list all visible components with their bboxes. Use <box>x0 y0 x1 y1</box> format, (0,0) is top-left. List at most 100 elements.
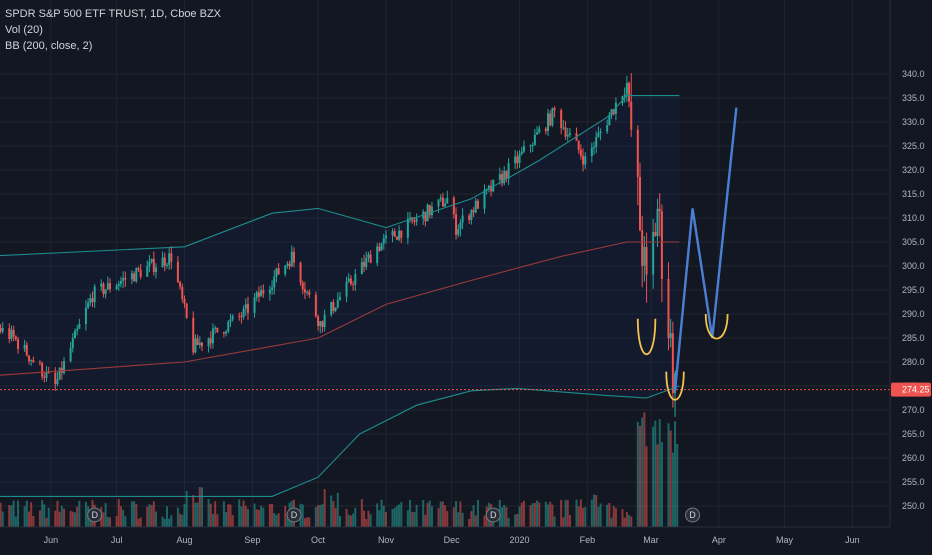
candle-body <box>183 298 186 304</box>
volume-bar <box>671 452 674 527</box>
volume-bar <box>514 514 517 527</box>
candle-body <box>84 307 87 325</box>
candle-body <box>369 254 372 264</box>
candle-body <box>135 268 138 282</box>
volume-bar <box>119 506 122 527</box>
price-axis-tick: 280.0 <box>902 357 925 367</box>
volume-bar <box>231 515 234 527</box>
candle-body <box>216 327 219 333</box>
candle-body <box>483 189 486 209</box>
drawing-zigzag-line <box>673 107 738 391</box>
volume-bar <box>575 499 578 527</box>
volume-bar <box>441 501 444 527</box>
candle-body <box>198 342 201 346</box>
candle-body <box>89 298 92 303</box>
candle-body <box>93 286 96 303</box>
candle-body <box>100 283 103 287</box>
volume-bar <box>378 510 381 527</box>
candle-body <box>284 265 287 275</box>
volume-bar <box>277 513 280 527</box>
candle-body <box>656 208 659 236</box>
last-price-tag-label: 274.25 <box>902 385 930 395</box>
candle-body <box>45 371 48 378</box>
volume-bar <box>109 517 112 527</box>
volume-bar <box>43 504 46 527</box>
volume-bar <box>273 513 276 527</box>
symbol-title[interactable]: SPDR S&P 500 ETF TRUST, 1D, Cboe BZX <box>5 8 222 20</box>
volume-indicator-label[interactable]: Vol (20) <box>5 24 43 36</box>
candle-body <box>161 257 164 268</box>
candle-body <box>1 328 4 332</box>
volume-bar <box>422 499 425 527</box>
candle-body <box>501 174 504 184</box>
time-axis-tick: May <box>776 535 794 545</box>
time-axis-tick: Mar <box>643 535 659 545</box>
candle-body <box>621 96 624 103</box>
time-axis-background <box>0 527 932 550</box>
price-axis-background <box>890 0 932 550</box>
volume-bar <box>332 501 335 527</box>
candle-body <box>667 279 670 339</box>
candle-body <box>382 238 385 244</box>
volume-bar <box>275 514 278 527</box>
candle-body <box>56 379 59 385</box>
volume-bar <box>242 500 245 527</box>
time-axis-tick: Dec <box>444 535 461 545</box>
volume-bar <box>321 504 324 527</box>
candle-body <box>87 302 90 308</box>
candle-body <box>43 376 46 378</box>
candle-body <box>406 218 409 238</box>
candle-body <box>365 257 368 267</box>
candle-body <box>514 156 517 164</box>
volume-bar <box>240 506 243 527</box>
candle-body <box>625 82 628 95</box>
volume-bar <box>58 511 61 527</box>
volume-bar <box>306 517 309 527</box>
bollinger-indicator-label[interactable]: BB (200, close, 2) <box>5 40 93 52</box>
volume-bar <box>139 517 142 527</box>
volume-bar <box>330 495 333 527</box>
volume-bar <box>115 515 118 527</box>
candle-body <box>606 125 609 132</box>
volume-bar <box>562 517 565 527</box>
volume-bar <box>533 502 536 527</box>
volume-bar <box>255 509 258 527</box>
volume-bar <box>522 500 525 527</box>
volume-bar <box>194 502 197 527</box>
dividend-marker <box>485 507 501 523</box>
volume-bar <box>614 508 617 527</box>
candle-body <box>306 291 309 293</box>
volume-bar <box>518 506 521 527</box>
candle-body <box>168 253 171 265</box>
volume-bar <box>314 506 317 527</box>
candle-body <box>584 156 587 165</box>
candle-body <box>268 289 271 294</box>
volume-bar <box>78 500 81 527</box>
candle-body <box>47 371 50 373</box>
candle-body <box>378 246 381 251</box>
candle-body <box>102 283 105 295</box>
candle-body <box>415 218 418 222</box>
volume-bar <box>60 505 63 527</box>
candle-body <box>595 137 598 147</box>
candle-body <box>336 299 339 308</box>
volume-bar <box>579 499 582 527</box>
candle-body <box>455 214 458 235</box>
volume-bar <box>606 504 609 527</box>
candle-body <box>288 263 291 267</box>
volume-bar <box>23 506 26 527</box>
volume-bar <box>181 514 184 527</box>
candle-body <box>137 268 140 270</box>
candle-body <box>321 321 324 327</box>
candle-body <box>476 200 479 209</box>
candle-body <box>73 330 76 339</box>
candle-body <box>498 174 501 180</box>
price-axis-tick: 315.0 <box>902 189 925 199</box>
candle-body <box>277 268 280 275</box>
candle-body <box>260 290 263 297</box>
candle-body <box>639 177 641 231</box>
candle-body <box>590 147 593 157</box>
candle-body <box>69 347 72 362</box>
